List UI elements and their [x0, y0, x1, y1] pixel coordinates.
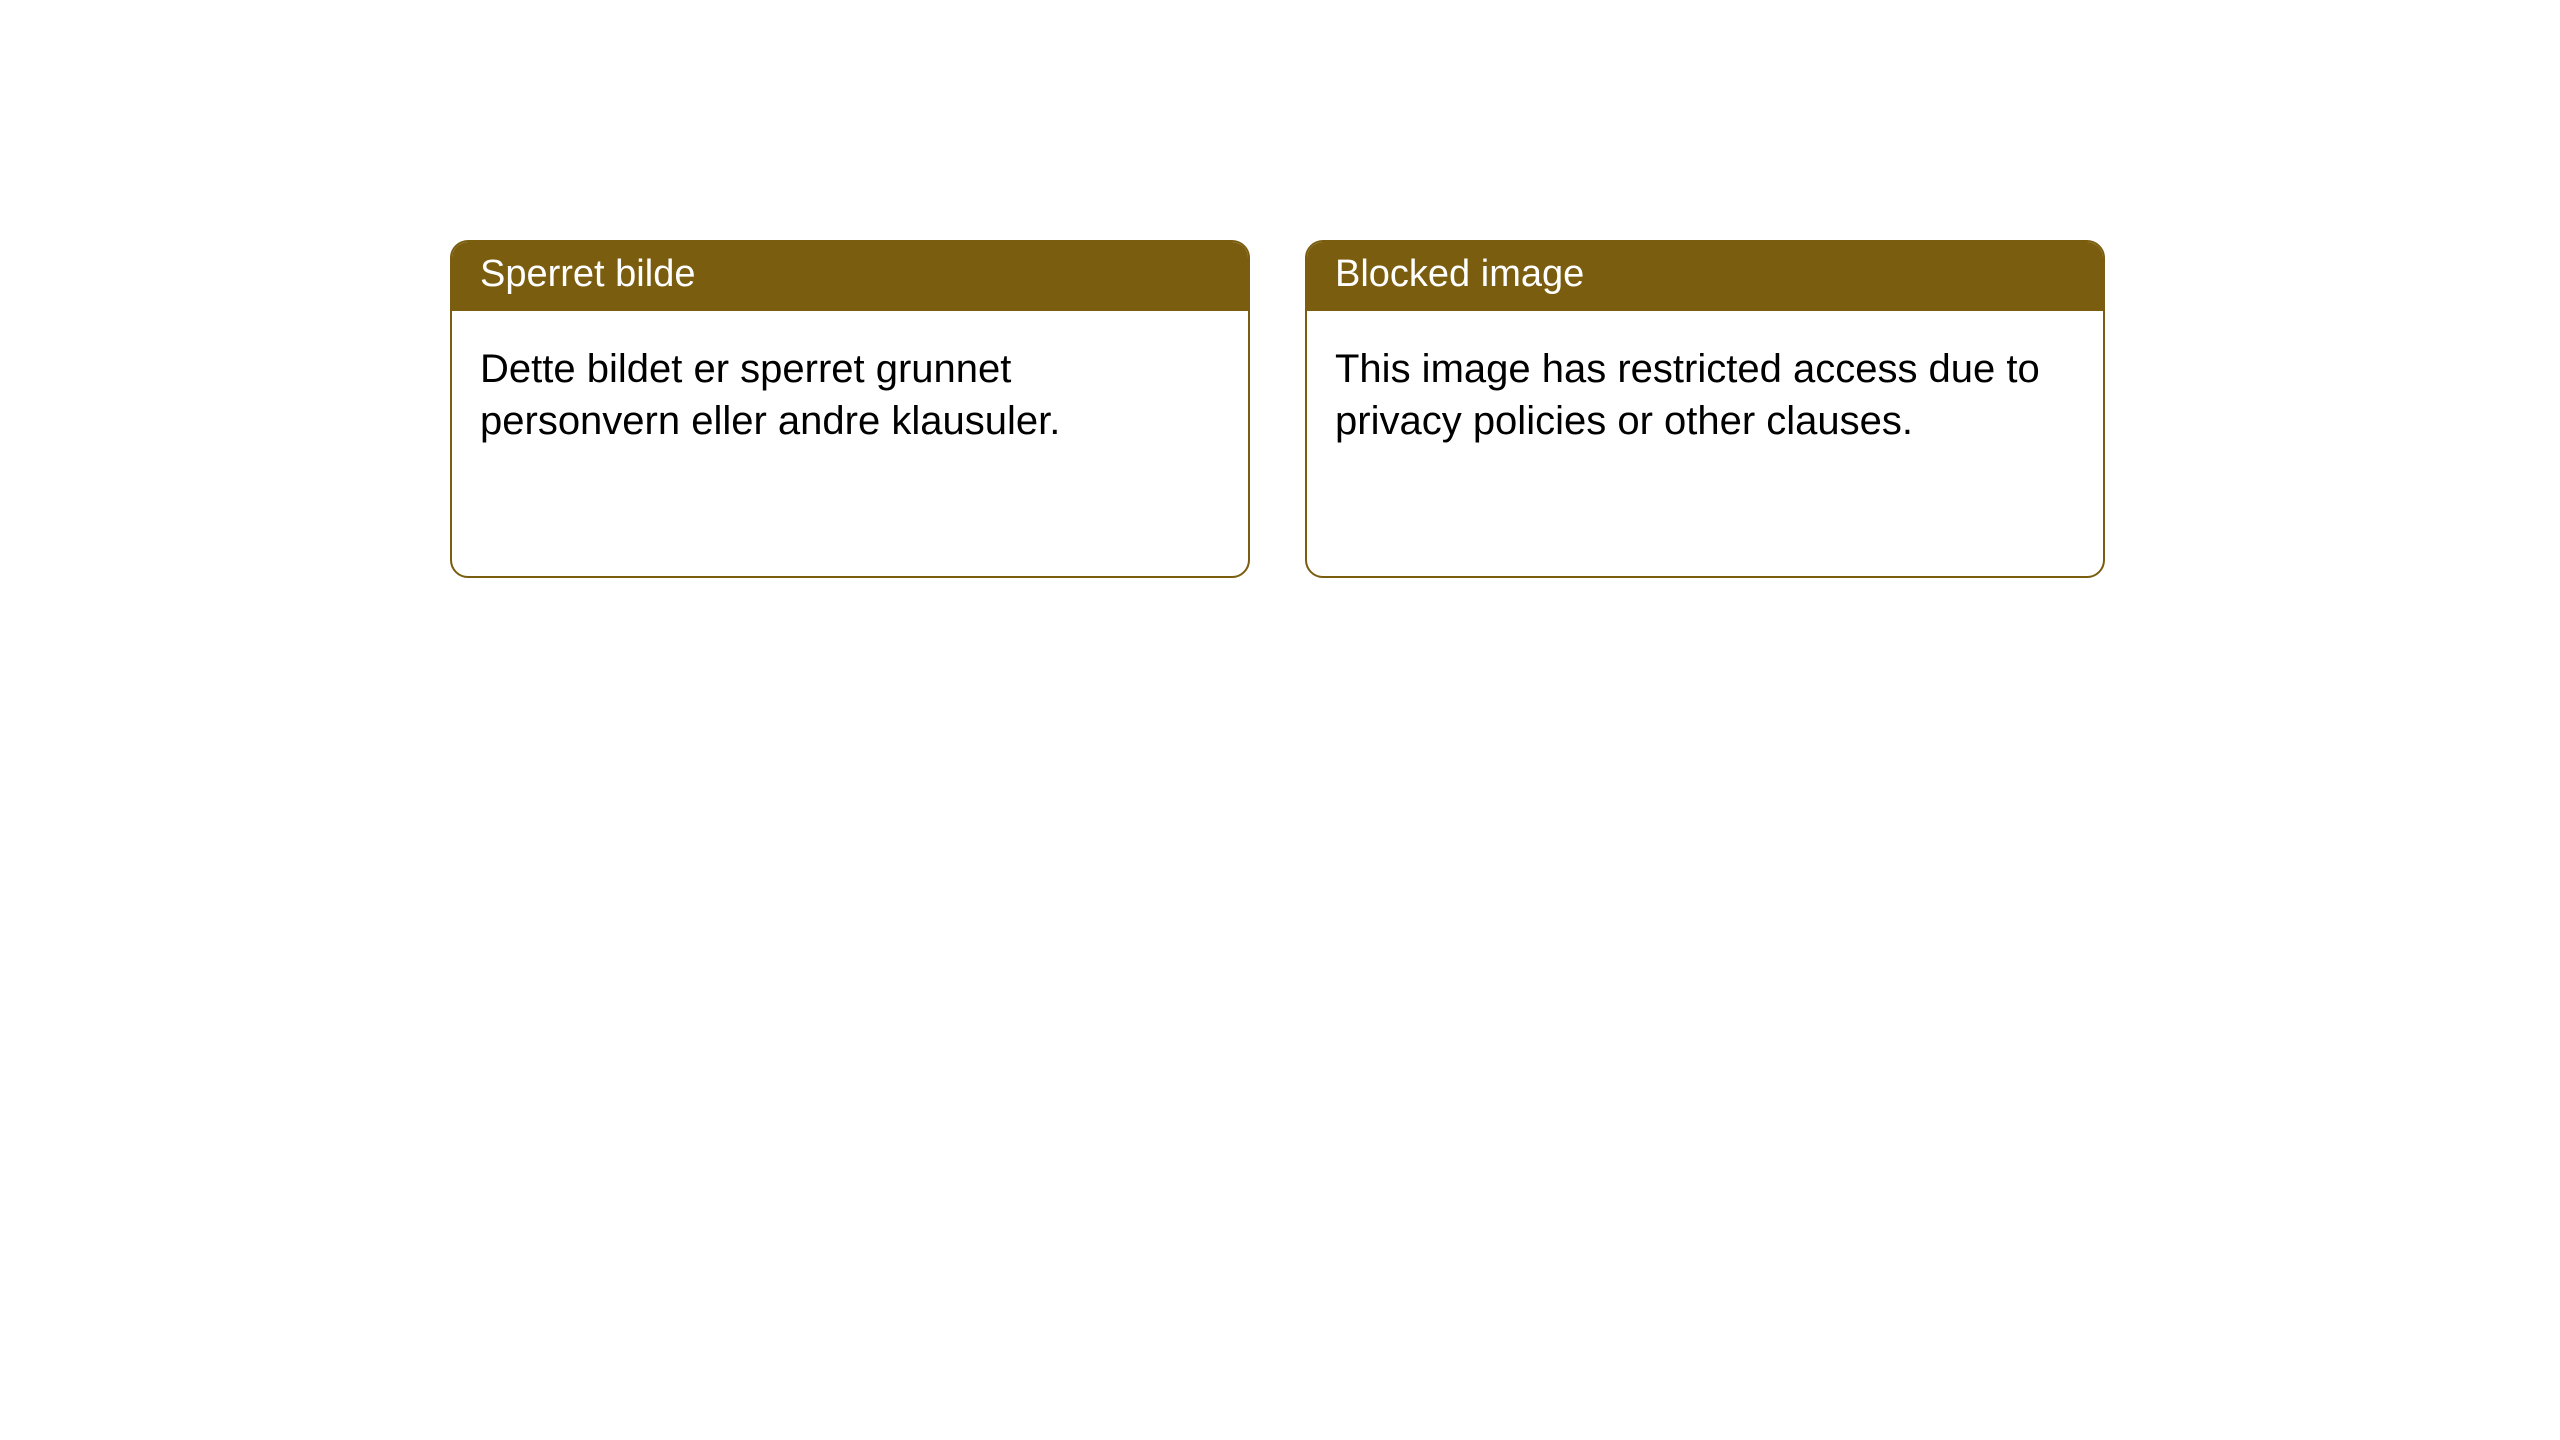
card-body: This image has restricted access due to …: [1307, 311, 2103, 479]
notice-card-english: Blocked image This image has restricted …: [1305, 240, 2105, 578]
card-body-text: This image has restricted access due to …: [1335, 347, 2040, 443]
notice-cards-container: Sperret bilde Dette bildet er sperret gr…: [450, 240, 2105, 578]
notice-card-norwegian: Sperret bilde Dette bildet er sperret gr…: [450, 240, 1250, 578]
card-title: Sperret bilde: [480, 253, 695, 295]
card-header: Sperret bilde: [452, 242, 1248, 311]
card-body-text: Dette bildet er sperret grunnet personve…: [480, 347, 1060, 443]
card-title: Blocked image: [1335, 253, 1584, 295]
card-body: Dette bildet er sperret grunnet personve…: [452, 311, 1248, 479]
card-header: Blocked image: [1307, 242, 2103, 311]
